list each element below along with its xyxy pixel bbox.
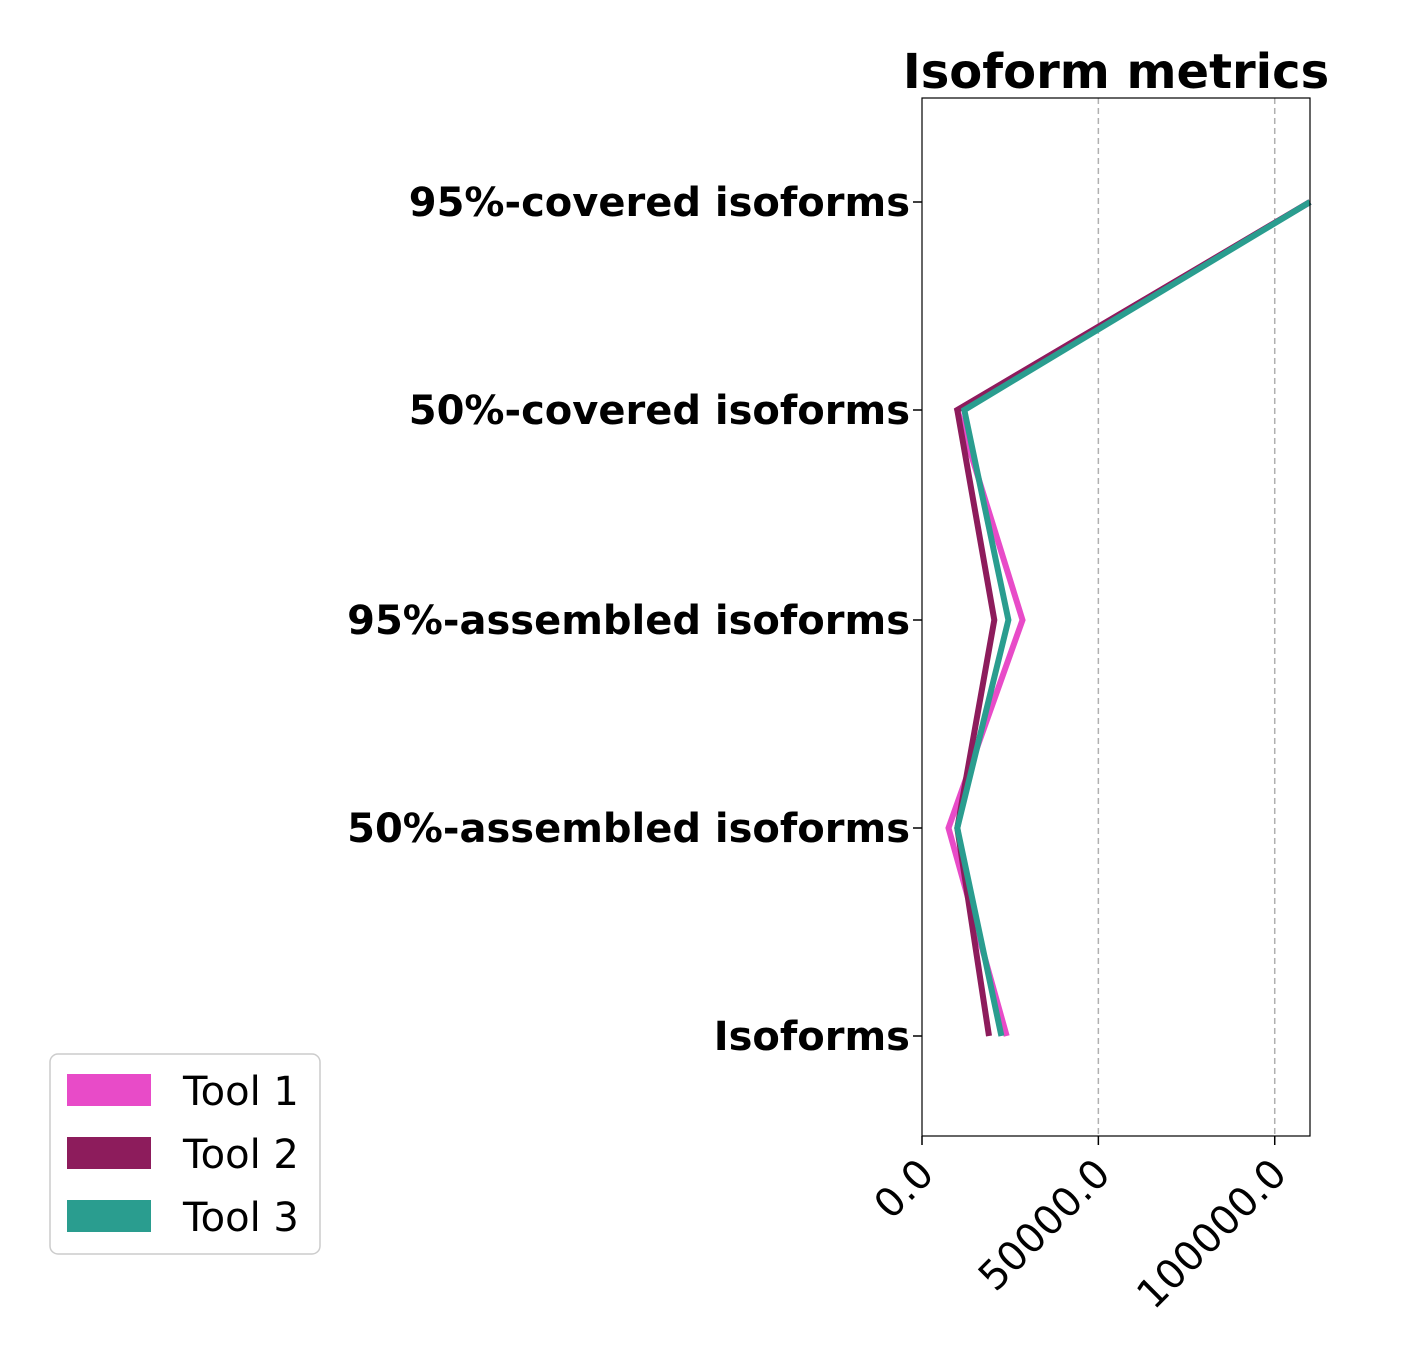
plot-frame xyxy=(921,97,1311,1137)
y-tick-label: 50%-assembled isoforms xyxy=(347,806,910,852)
y-tick-label: 95%-assembled isoforms xyxy=(347,598,910,644)
x-tick-label: 50000.0 xyxy=(970,1151,1119,1300)
y-axis: Isoforms 50%-assembled isoforms 95%-assemb… xyxy=(347,180,922,1060)
series-line-3 xyxy=(954,199,1312,1037)
series-line-1 xyxy=(945,199,1312,1037)
series-lines xyxy=(945,199,1312,1037)
legend-label: Tool 1 xyxy=(182,1069,299,1115)
legend-label: Tool 3 xyxy=(182,1195,299,1241)
x-tick-label: 100000.0 xyxy=(1128,1151,1295,1318)
chart-title: Isoform metrics xyxy=(903,44,1329,100)
legend-label: Tool 2 xyxy=(182,1132,299,1178)
legend-swatch xyxy=(67,1137,151,1169)
grid-lines xyxy=(1097,98,1276,1136)
y-tick-label: 50%-covered isoforms xyxy=(409,388,910,434)
x-axis: 0.0 50000.0 100000.0 xyxy=(866,1136,1296,1318)
legend-swatch xyxy=(67,1200,151,1232)
legend: Tool 1 Tool 2 Tool 3 xyxy=(49,1053,321,1255)
legend-swatch xyxy=(67,1074,151,1106)
y-tick-label: Isoforms xyxy=(714,1014,910,1060)
y-tick-label: 95%-covered isoforms xyxy=(409,180,910,226)
x-tick-label: 0.0 xyxy=(866,1151,944,1229)
